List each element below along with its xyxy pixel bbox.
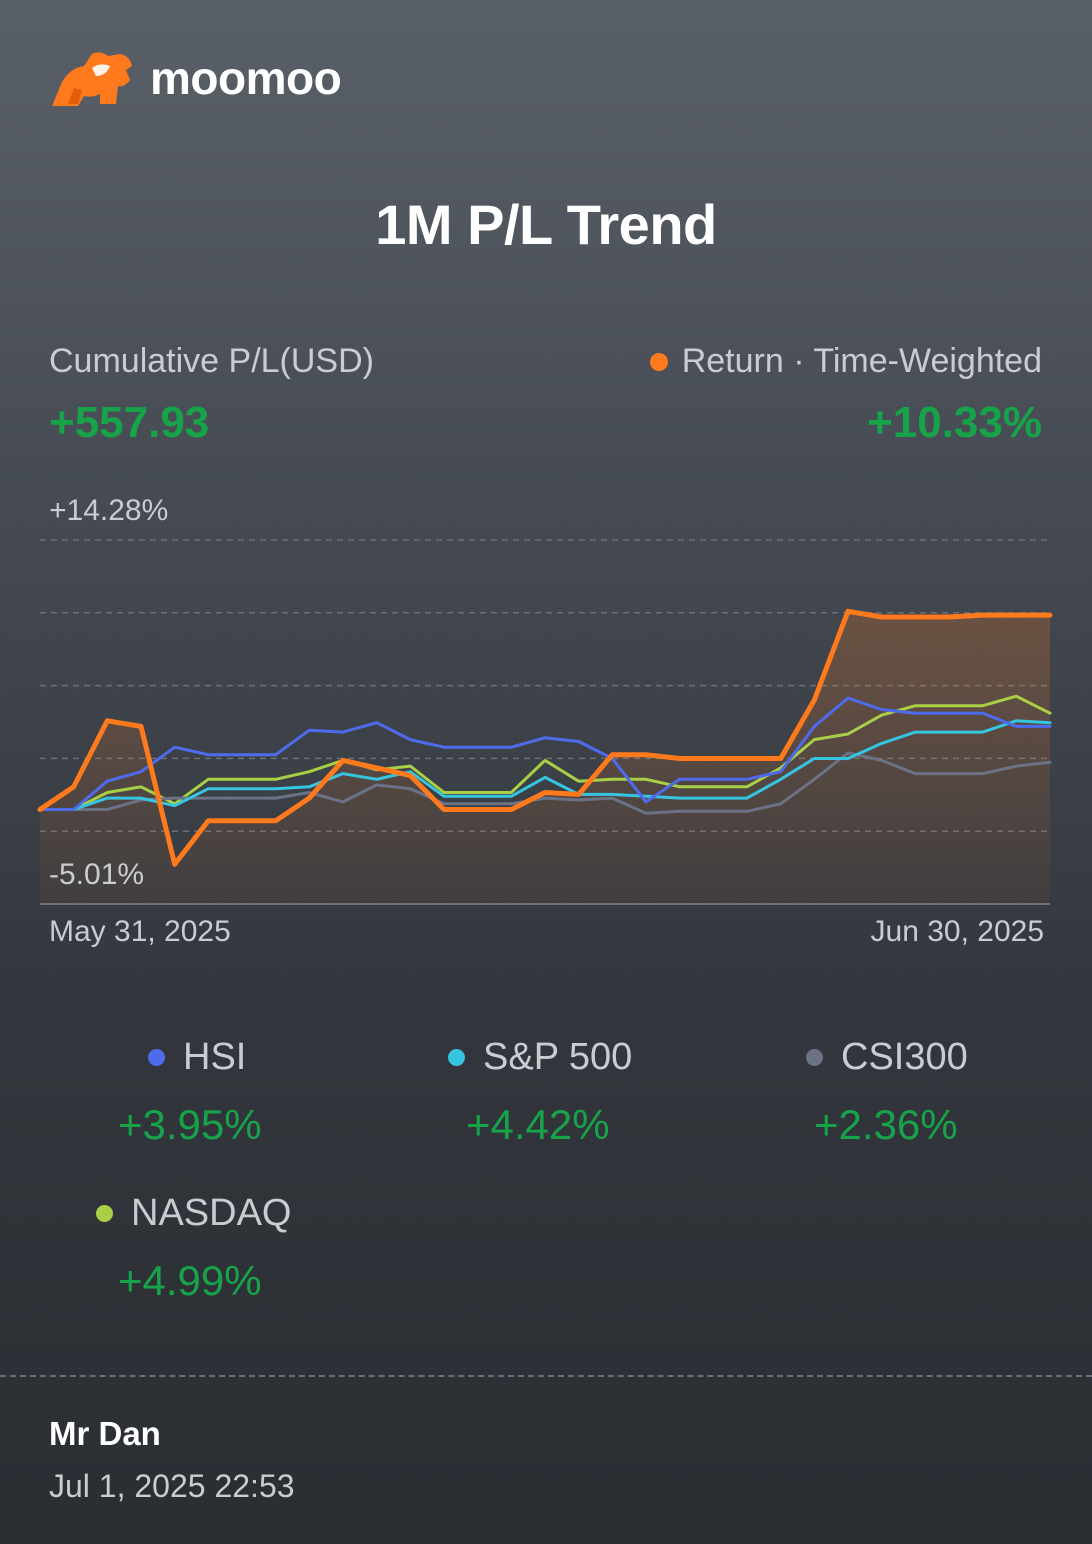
hsi-legend-dot xyxy=(148,1049,165,1066)
return-area xyxy=(40,611,1050,904)
y-axis-min-label: -5.01% xyxy=(49,858,145,891)
legend-label-sp500: S&P 500 xyxy=(483,1036,633,1078)
y-axis-max-label: +14.28% xyxy=(49,494,169,527)
series-line-csi300 xyxy=(38,751,1052,815)
brand-name: moomoo xyxy=(150,52,342,104)
return-label: Return · Time-Weighted xyxy=(681,342,1042,380)
footer-divider xyxy=(0,1375,1092,1377)
return-value: +10.33% xyxy=(867,398,1042,447)
legend-label-hsi: HSI xyxy=(183,1036,247,1078)
legend-value-csi300: +2.36% xyxy=(814,1101,958,1148)
return-label-group: Return · Time-Weighted xyxy=(649,342,1042,381)
moomoo-bull-logo-icon xyxy=(52,52,132,106)
series-line-nasdaq xyxy=(38,694,1052,811)
brand-logo: moomoo xyxy=(48,46,342,110)
legend-item-csi300[interactable]: CSI300 +2.36% xyxy=(806,1036,1092,1149)
legend-label-nasdaq: NASDAQ xyxy=(131,1192,292,1234)
cumulative-value: +557.93 xyxy=(49,398,210,447)
legend-item-nasdaq[interactable]: NASDAQ +4.99% xyxy=(96,1192,396,1305)
page-title: 1M P/L Trend xyxy=(375,193,717,256)
cumulative-label: Cumulative P/L(USD) xyxy=(49,342,374,380)
sp500-legend-dot xyxy=(448,1049,465,1066)
pl-trend-chart[interactable] xyxy=(0,490,1092,960)
series-line-hsi xyxy=(38,696,1052,811)
timestamp: Jul 1, 2025 22:53 xyxy=(49,1468,295,1504)
nasdaq-legend-dot xyxy=(96,1205,113,1222)
legend-value-nasdaq: +4.99% xyxy=(118,1257,262,1304)
legend-value-sp500: +4.42% xyxy=(466,1101,610,1148)
legend-item-hsi[interactable]: HSI +3.95% xyxy=(118,1036,448,1149)
x-axis-end-label: Jun 30, 2025 xyxy=(870,915,1044,948)
user-name: Mr Dan xyxy=(49,1415,161,1452)
series-line-return xyxy=(37,608,1053,867)
x-axis-start-label: May 31, 2025 xyxy=(49,915,231,948)
csi300-legend-dot xyxy=(806,1049,823,1066)
series-line-s-p-500 xyxy=(38,719,1052,811)
legend-label-csi300: CSI300 xyxy=(841,1036,968,1078)
legend-item-sp500[interactable]: S&P 500 +4.42% xyxy=(448,1036,748,1149)
return-legend-dot xyxy=(649,352,668,371)
legend-value-hsi: +3.95% xyxy=(118,1101,262,1148)
